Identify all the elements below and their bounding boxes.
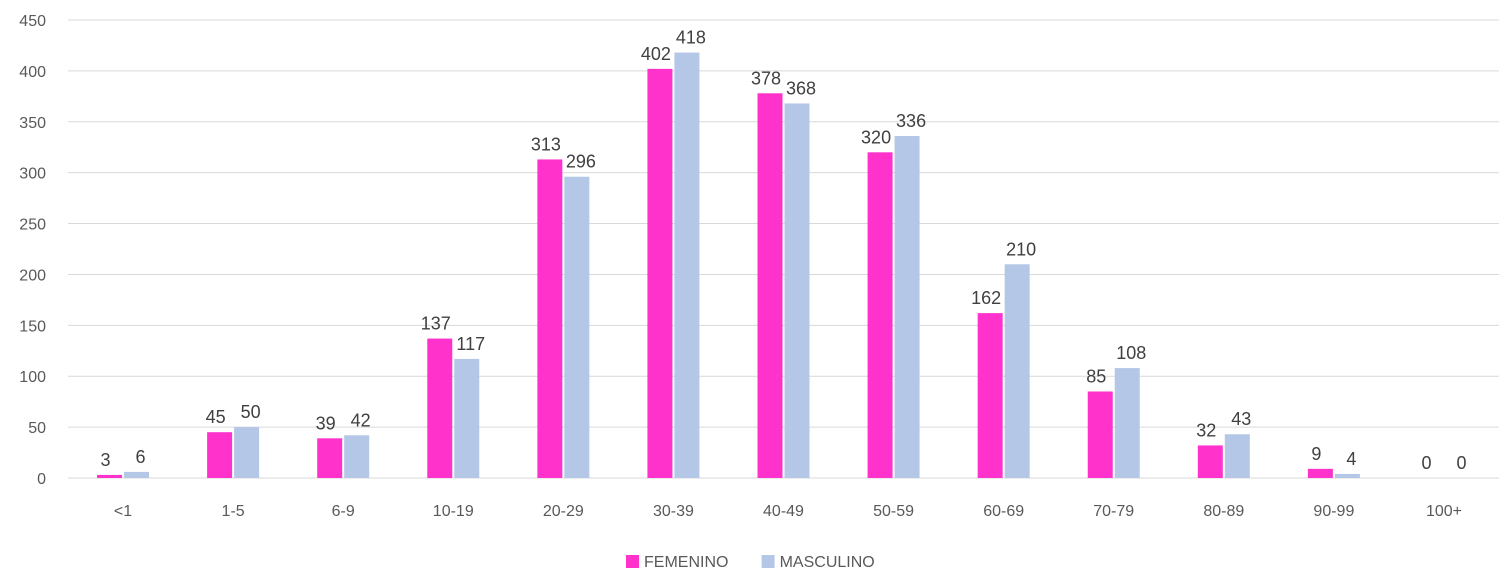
y-tick-label: 250 [19, 217, 46, 234]
x-tick-label: 6-9 [332, 503, 355, 520]
legend-label: MASCULINO [780, 554, 875, 571]
data-label: 210 [1006, 239, 1036, 259]
data-label: 32 [1196, 420, 1216, 440]
y-axis-ticks: 0 50 100 150 200 250 300 350 400 450 [19, 13, 46, 488]
y-tick-label: 200 [19, 267, 46, 284]
bar-femenino [97, 474, 123, 478]
data-label: 43 [1231, 409, 1251, 429]
legend-swatch [761, 555, 775, 568]
data-label: 402 [641, 44, 671, 64]
x-tick-label: 80-89 [1203, 503, 1244, 520]
x-tick-label: 100+ [1426, 503, 1462, 520]
legend-swatch [626, 555, 639, 568]
data-label: 9 [1311, 444, 1321, 464]
bar-masculino [674, 52, 700, 479]
bar-masculino [1004, 264, 1030, 478]
bar-femenino [867, 152, 893, 479]
data-label: 117 [456, 334, 485, 354]
bar-femenino [317, 438, 343, 478]
y-tick-label: 150 [19, 318, 46, 335]
bar-masculino [1114, 368, 1140, 478]
y-tick-label: 100 [19, 369, 46, 386]
data-label: 85 [1086, 366, 1106, 386]
x-tick-label: 60-69 [983, 503, 1024, 520]
bar-femenino [537, 159, 563, 479]
legend: FEMENINO MASCULINO [626, 554, 875, 571]
data-label: 6 [136, 447, 146, 467]
bar-masculino [894, 136, 920, 478]
x-axis-ticks: <1 1-5 6-9 10-19 20-29 30-39 40-49 50-59 60-69 70… [114, 503, 1462, 520]
bar-femenino [427, 338, 453, 478]
x-tick-label: 40-49 [763, 503, 804, 520]
bar-femenino [757, 93, 783, 478]
x-tick-label: 90-99 [1313, 503, 1354, 520]
y-tick-label: 300 [19, 166, 46, 183]
x-tick-label: 50-59 [873, 503, 914, 520]
data-label: 378 [751, 68, 781, 88]
data-label: 39 [316, 413, 336, 433]
data-label: 137 [421, 314, 451, 334]
bar-masculino [564, 176, 590, 478]
bar-femenino [977, 313, 1003, 478]
y-tick-label: 400 [19, 64, 46, 81]
x-tick-label: 30-39 [653, 503, 694, 520]
y-tick-label: 50 [28, 420, 46, 437]
x-tick-label: 70-79 [1093, 503, 1134, 520]
bar-masculino [1224, 434, 1250, 478]
data-label: 108 [1116, 343, 1146, 363]
bar-femenino [1307, 468, 1333, 478]
data-label: 336 [896, 111, 926, 131]
bar-masculino [124, 471, 150, 478]
data-label: 45 [206, 407, 226, 427]
x-tick-label: 20-29 [543, 503, 584, 520]
data-label: 4 [1346, 449, 1356, 469]
data-label: 313 [531, 134, 561, 154]
bar-femenino [647, 68, 673, 478]
legend-label: FEMENINO [644, 554, 728, 571]
bar-masculino [784, 103, 810, 479]
bar-masculino [454, 358, 480, 478]
bar-masculino [1334, 473, 1360, 478]
data-label: 368 [786, 78, 816, 98]
bars [97, 52, 1360, 479]
data-label: 296 [566, 152, 596, 172]
x-tick-label: 1-5 [222, 503, 245, 520]
data-label: 50 [241, 402, 261, 422]
y-tick-label: 0 [37, 471, 46, 488]
gridlines [68, 19, 1499, 479]
data-label: 3 [101, 450, 111, 470]
data-label: 0 [1456, 453, 1466, 473]
bar-femenino [1087, 391, 1113, 478]
data-label: 162 [971, 288, 1001, 308]
bar-masculino [344, 435, 370, 478]
x-tick-label: 10-19 [433, 503, 474, 520]
data-label: 0 [1421, 453, 1431, 473]
bar-femenino [207, 432, 233, 478]
data-label: 42 [351, 410, 371, 430]
y-tick-label: 450 [19, 13, 46, 30]
x-tick-label: <1 [114, 503, 132, 520]
bar-masculino [234, 427, 260, 478]
data-label: 320 [861, 127, 891, 147]
y-tick-label: 350 [19, 115, 46, 132]
bar-femenino [1197, 445, 1223, 478]
data-label: 418 [676, 28, 706, 48]
